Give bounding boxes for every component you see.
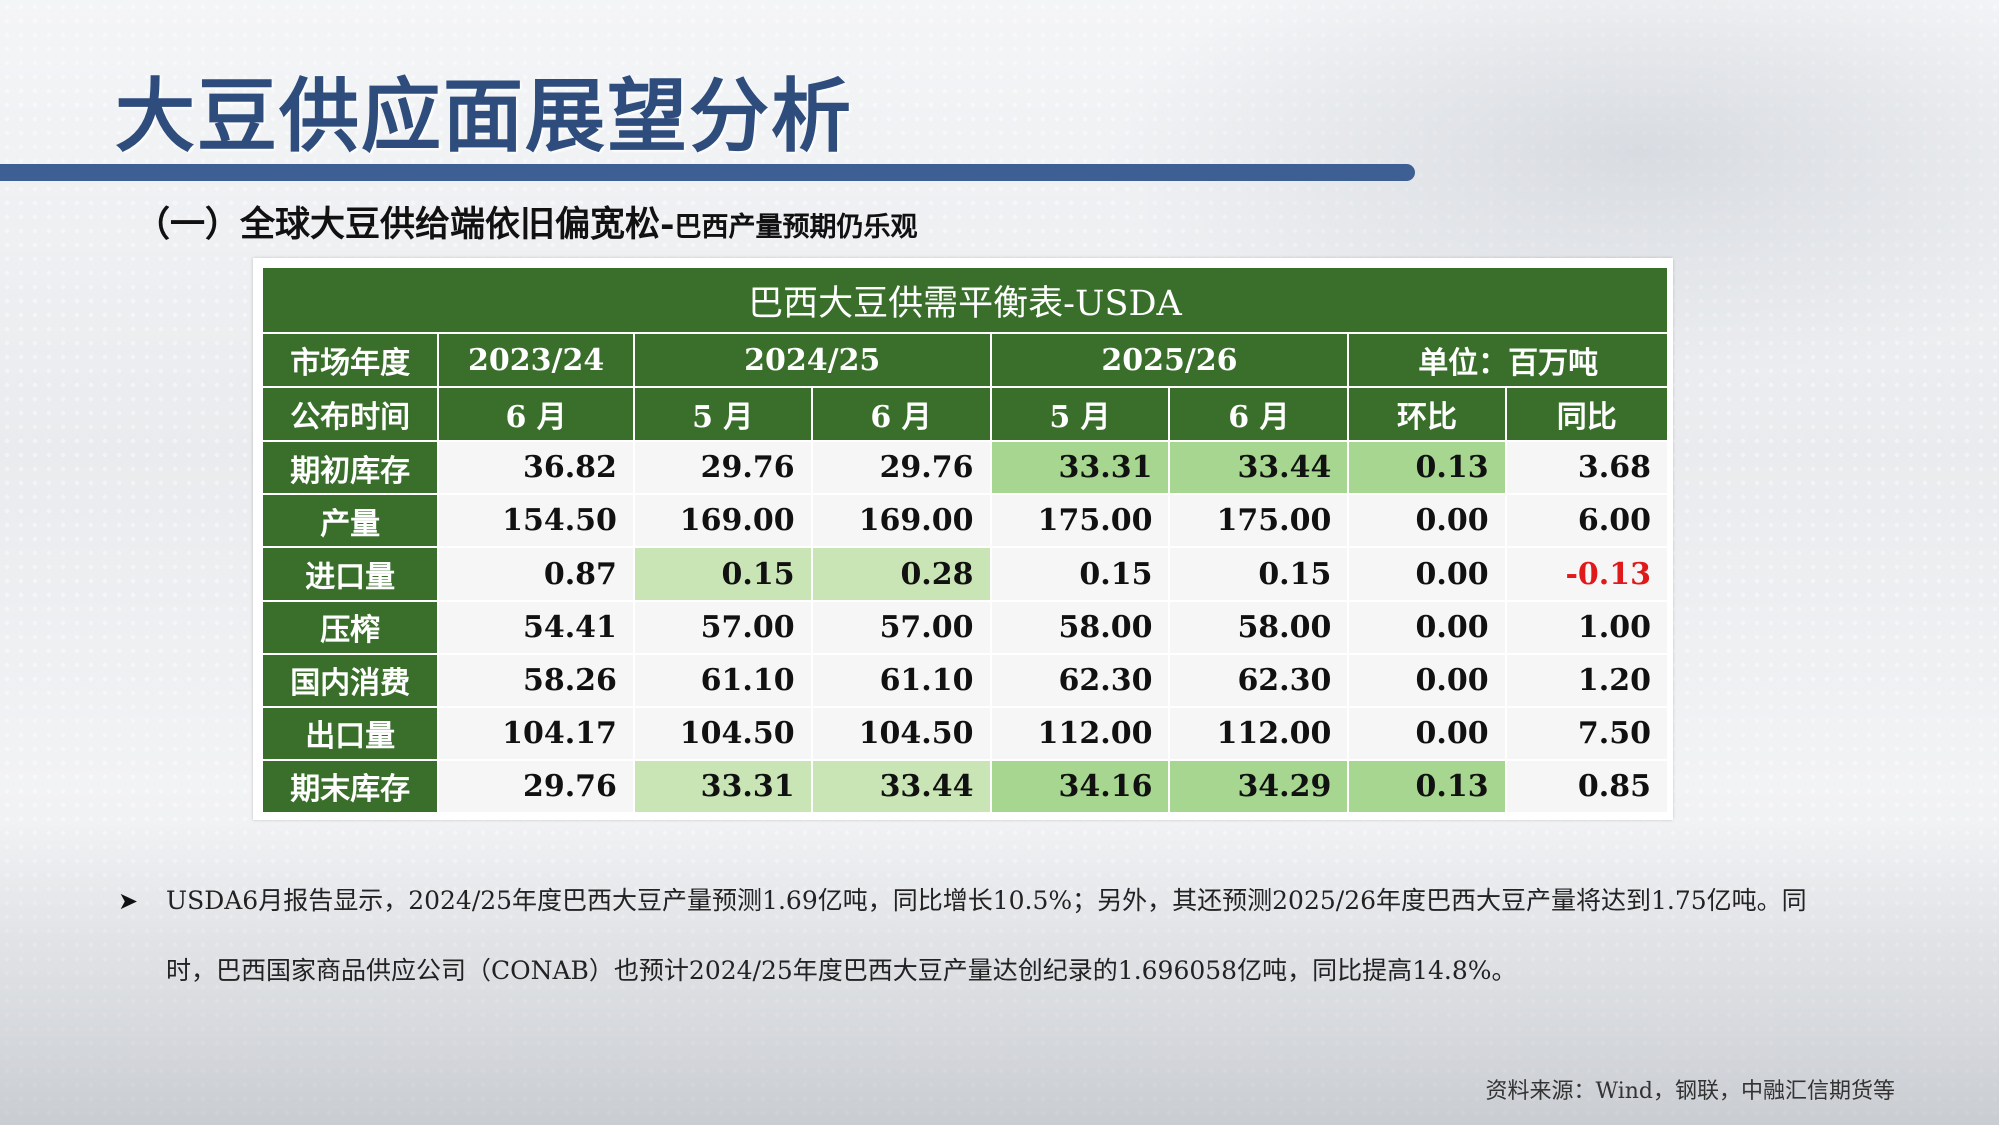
table-cell: 33.31 (632, 758, 813, 815)
header-year-2024-25: 2024/25 (632, 332, 992, 389)
table-cell-negative: -0.13 (1504, 546, 1670, 602)
header-month: 6 月 (1168, 386, 1350, 443)
table-cell: 34.16 (989, 758, 1171, 815)
table-cell: 154.50 (437, 493, 635, 549)
table-cell: 0.00 (1347, 652, 1507, 708)
header-yoy: 同比 (1504, 386, 1670, 443)
row-label: 出口量 (260, 705, 440, 761)
bullet-text: USDA6月报告显示，2024/25年度巴西大豆产量预测1.69亿吨，同比增长1… (166, 886, 1807, 985)
row-label: 进口量 (260, 546, 440, 602)
table-cell: 62.30 (989, 652, 1171, 708)
data-source-note: 资料来源：Wind，钢联，中融汇信期货等 (1485, 1079, 1895, 1104)
table-cell: 33.31 (989, 440, 1171, 496)
table-cell: 0.00 (1347, 599, 1507, 655)
table-cell: 0.28 (810, 546, 992, 602)
table-cell: 0.15 (1168, 546, 1350, 602)
table-cell: 57.00 (810, 599, 992, 655)
header-unit: 单位：百万吨 (1347, 332, 1669, 389)
table-cell: 0.00 (1347, 546, 1507, 602)
balance-table-card: 巴西大豆供需平衡表-USDA 市场年度 2023/24 2024/25 2025… (253, 258, 1673, 820)
table-cell: 169.00 (632, 493, 813, 549)
table-title: 巴西大豆供需平衡表-USDA (261, 265, 1669, 335)
page-title: 大豆供应面展望分析 (115, 72, 853, 161)
table-cell: 0.85 (1504, 758, 1670, 815)
subtitle-main: （一）全球大豆供给端依旧偏宽松- (135, 204, 675, 245)
table-cell: 175.00 (989, 493, 1171, 549)
table-cell: 0.15 (989, 546, 1171, 602)
table-cell: 58.00 (1168, 599, 1350, 655)
header-mom: 环比 (1347, 386, 1507, 443)
table-cell: 54.41 (437, 599, 635, 655)
row-label: 期末库存 (260, 758, 440, 815)
table-row: 出口量 104.17 104.50 104.50 112.00 112.00 0… (260, 705, 1670, 761)
table-cell: 61.10 (810, 652, 992, 708)
section-subtitle: （一）全球大豆供给端依旧偏宽松-巴西产量预期仍乐观 (135, 196, 918, 247)
table-cell: 58.00 (989, 599, 1171, 655)
table-cell: 3.68 (1504, 440, 1670, 496)
table-row: 期初库存 36.82 29.76 29.76 33.31 33.44 0.13 … (260, 440, 1670, 496)
table-cell: 6.00 (1504, 493, 1670, 549)
header-year-2023-24: 2023/24 (437, 332, 635, 389)
table-row: 国内消费 58.26 61.10 61.10 62.30 62.30 0.00 … (260, 652, 1670, 708)
table-cell: 1.00 (1504, 599, 1670, 655)
table-cell: 0.00 (1347, 493, 1507, 549)
row-label: 期初库存 (260, 440, 440, 496)
table-cell: 57.00 (632, 599, 813, 655)
background-skyline (0, 825, 1999, 1125)
analysis-bullet: ➤ USDA6月报告显示，2024/25年度巴西大豆产量预测1.69亿吨，同比增… (118, 866, 1808, 1006)
table-cell: 58.26 (437, 652, 635, 708)
table-cell: 104.17 (437, 705, 635, 761)
table-cell: 1.20 (1504, 652, 1670, 708)
table-cell: 36.82 (437, 440, 635, 496)
row-label: 国内消费 (260, 652, 440, 708)
subtitle-sub: 巴西产量预期仍乐观 (674, 212, 918, 243)
table-cell: 7.50 (1504, 705, 1670, 761)
table-cell: 0.00 (1347, 705, 1507, 761)
table-cell: 29.76 (632, 440, 813, 496)
title-underline-bar (0, 164, 1415, 181)
header-label-market-year: 市场年度 (260, 332, 440, 389)
table-cell: 62.30 (1168, 652, 1350, 708)
table-cell: 175.00 (1168, 493, 1350, 549)
table-cell: 29.76 (810, 440, 992, 496)
header-month: 6 月 (810, 386, 992, 443)
table-cell: 29.76 (437, 758, 635, 815)
row-label: 产量 (260, 493, 440, 549)
header-label-release-time: 公布时间 (260, 386, 440, 443)
table-cell: 112.00 (989, 705, 1171, 761)
header-month: 6 月 (437, 386, 635, 443)
header-month: 5 月 (989, 386, 1171, 443)
table-cell: 104.50 (810, 705, 992, 761)
table-cell: 169.00 (810, 493, 992, 549)
table-row: 进口量 0.87 0.15 0.28 0.15 0.15 0.00 -0.13 (260, 546, 1670, 602)
header-row-market-year: 市场年度 2023/24 2024/25 2025/26 单位：百万吨 (260, 332, 1669, 389)
soybean-balance-table: 巴西大豆供需平衡表-USDA 市场年度 2023/24 2024/25 2025… (260, 265, 1670, 815)
table-cell: 0.13 (1347, 440, 1507, 496)
table-row: 产量 154.50 169.00 169.00 175.00 175.00 0.… (260, 493, 1670, 549)
table-cell: 104.50 (632, 705, 813, 761)
header-month: 5 月 (632, 386, 813, 443)
table-cell: 33.44 (810, 758, 992, 815)
table-cell: 112.00 (1168, 705, 1350, 761)
table-cell: 34.29 (1168, 758, 1350, 815)
table-cell: 0.15 (632, 546, 813, 602)
table-row: 期末库存 29.76 33.31 33.44 34.16 34.29 0.13 … (260, 758, 1670, 815)
table-cell: 0.13 (1347, 758, 1507, 815)
table-cell: 33.44 (1168, 440, 1350, 496)
header-year-2025-26: 2025/26 (989, 332, 1350, 389)
row-label: 压榨 (260, 599, 440, 655)
table-cell: 61.10 (632, 652, 813, 708)
table-row: 压榨 54.41 57.00 57.00 58.00 58.00 0.00 1.… (260, 599, 1670, 655)
arrowhead-bullet-icon: ➤ (118, 887, 139, 915)
header-row-release-month: 公布时间 6 月 5 月 6 月 5 月 6 月 环比 同比 (260, 386, 1670, 443)
table-cell: 0.87 (437, 546, 635, 602)
